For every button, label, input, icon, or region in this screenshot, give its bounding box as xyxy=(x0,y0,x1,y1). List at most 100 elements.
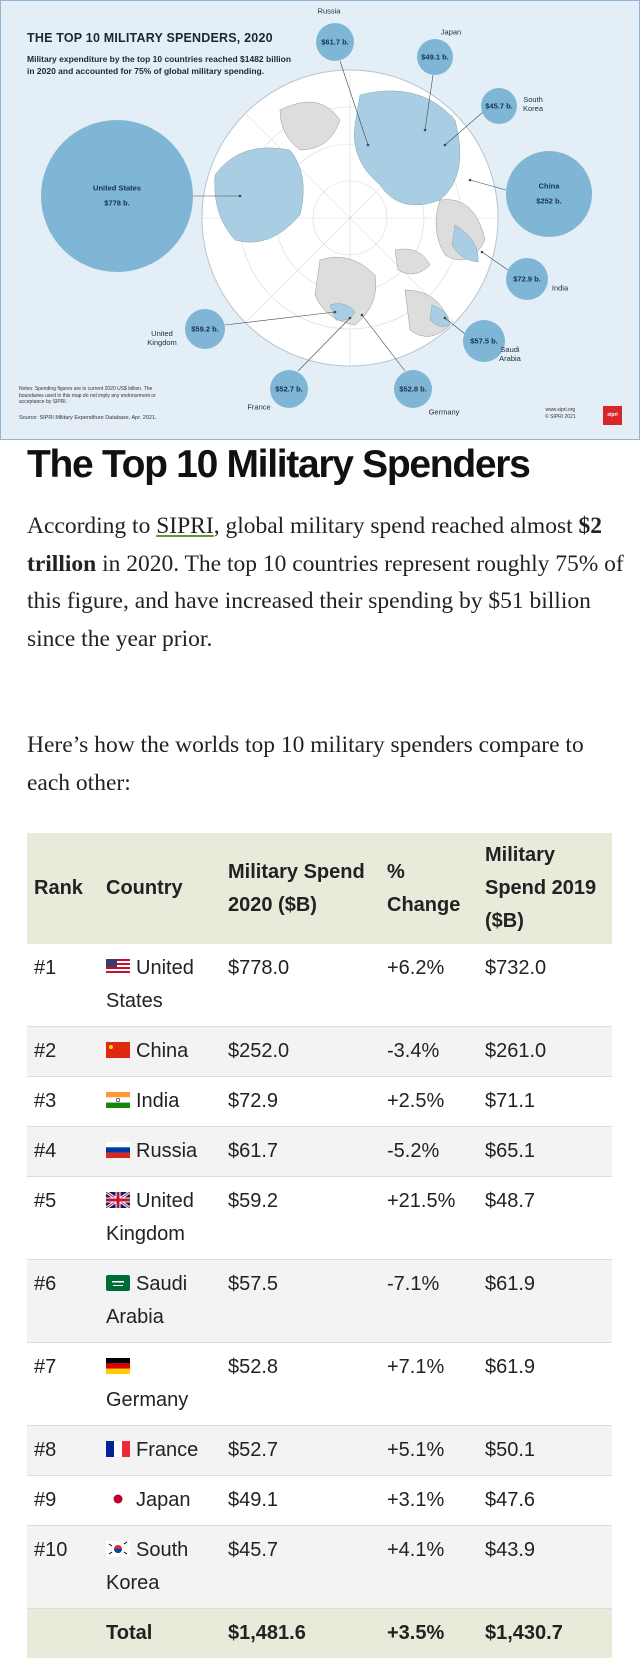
bubble xyxy=(506,151,592,237)
table-cell: United States xyxy=(99,944,221,1027)
bubble xyxy=(185,309,225,349)
table-cell: -3.4% xyxy=(380,1026,478,1077)
table-cell: +6.2% xyxy=(380,944,478,1027)
table-cell: #8 xyxy=(27,1425,99,1476)
paragraph: Here’s how the worlds top 10 military sp… xyxy=(27,732,584,796)
table-cell: +21.5% xyxy=(380,1176,478,1260)
column-header: Military Spend 2020 ($B) xyxy=(221,833,380,944)
bubble-value: $778 b. xyxy=(104,198,130,208)
table-cell: China xyxy=(99,1026,221,1077)
leader-line xyxy=(424,74,434,131)
bubble-value: $72.9 b. xyxy=(513,274,541,284)
table-cell: $47.6 xyxy=(478,1475,612,1526)
infographic-title: THE TOP 10 MILITARY SPENDERS, 2020 xyxy=(27,31,273,45)
text: , global military spend reached almost xyxy=(213,513,579,539)
globe xyxy=(201,69,499,367)
table-cell: United Kingdom xyxy=(99,1176,221,1260)
table-cell: #2 xyxy=(27,1026,99,1077)
table-cell: +5.1% xyxy=(380,1425,478,1476)
link[interactable]: SIPRI xyxy=(156,513,214,539)
table-cell: $261.0 xyxy=(478,1026,612,1077)
table-cell: $61.9 xyxy=(478,1342,612,1426)
table-cell: $732.0 xyxy=(478,944,612,1027)
flag-icon xyxy=(106,1275,130,1291)
leader-dot xyxy=(366,143,370,147)
total-value: $1,430.7 xyxy=(478,1608,612,1658)
flag-icon xyxy=(106,1092,130,1108)
table-cell: France xyxy=(99,1425,221,1476)
total-row: Total $1,481.6 +3.5% $1,430.7 xyxy=(27,1608,612,1658)
data-table: Rank Country Military Spend 2020 ($B)% Cha… xyxy=(27,833,612,1658)
table-row: #9 Japan $49.1 +3.1% $47.6 xyxy=(27,1475,612,1526)
table-cell: $52.8 xyxy=(221,1342,380,1426)
bubble-value: $52.8 b. xyxy=(399,384,427,394)
table-row: #5 United Kingdom $59.2 +21.5% $48.7 xyxy=(27,1176,612,1260)
country-name: Germany xyxy=(106,1389,189,1411)
bubble-value: $61.7 b. xyxy=(321,37,349,47)
leader-line xyxy=(481,251,509,271)
table-row: #1 United States $778.0 +6.2% $732.0 xyxy=(27,944,612,1027)
bubble-country: Japan xyxy=(440,27,462,37)
table-cell: $43.9 xyxy=(478,1525,612,1609)
table-cell: $65.1 xyxy=(478,1126,612,1177)
table-cell: Saudi Arabia xyxy=(99,1259,221,1343)
article-heading: The Top 10 Military Spenders xyxy=(27,443,531,486)
table-cell: -5.2% xyxy=(380,1126,478,1177)
infographic-subtitle: Military expenditure by the top 10 count… xyxy=(27,54,292,76)
country-name: China xyxy=(136,1040,189,1062)
country-name: Japan xyxy=(136,1489,191,1511)
bubble-value: $252 b. xyxy=(536,196,562,206)
country-name: United States xyxy=(106,957,194,1012)
leader-dot xyxy=(468,178,472,182)
bubble xyxy=(481,88,517,124)
leader-dot xyxy=(443,316,447,320)
country-name: Saudi Arabia xyxy=(106,1273,188,1328)
table-cell: #3 xyxy=(27,1076,99,1127)
bubble-country: Russia xyxy=(317,6,341,16)
table-cell: $45.7 xyxy=(221,1525,380,1609)
bubble xyxy=(394,370,432,408)
leader-dot xyxy=(480,250,484,254)
leader-dot xyxy=(423,128,427,132)
table-row: #6 Saudi Arabia $57.5 -7.1% $61.9 xyxy=(27,1259,612,1343)
total-value: +3.5% xyxy=(380,1608,478,1658)
flag-icon xyxy=(106,1541,130,1557)
table-cell: $72.9 xyxy=(221,1076,380,1127)
table-cell: +3.1% xyxy=(380,1475,478,1526)
bubble xyxy=(316,23,354,61)
table-cell: Russia xyxy=(99,1126,221,1177)
table-row: #2 China $252.0 -3.4% $261.0 xyxy=(27,1026,612,1077)
website: www.sipri.org xyxy=(545,407,576,413)
leader-line xyxy=(297,317,351,372)
table-cell: South Korea xyxy=(99,1525,221,1609)
bubble-country: South Korea xyxy=(522,95,543,113)
table-cell: +2.5% xyxy=(380,1076,478,1127)
table-cell: $778.0 xyxy=(221,944,380,1027)
table-cell: #9 xyxy=(27,1475,99,1526)
column-header: Rank xyxy=(27,833,99,944)
bubble xyxy=(463,320,505,362)
table-cell: India xyxy=(99,1076,221,1127)
bubble-country: United States xyxy=(93,183,141,193)
flag-icon xyxy=(106,959,130,975)
country-name: Russia xyxy=(136,1140,198,1162)
bold-text: $2 trillion xyxy=(27,513,602,577)
bubble-value: $52.7 b. xyxy=(275,384,303,394)
table-cell: $71.1 xyxy=(478,1076,612,1127)
table-cell: $48.7 xyxy=(478,1176,612,1260)
table-row: #10 South Korea $45.7 +4.1% $43.9 xyxy=(27,1525,612,1609)
table-cell: $61.9 xyxy=(478,1259,612,1343)
column-header: % Change xyxy=(380,833,478,944)
table-cell: $57.5 xyxy=(221,1259,380,1343)
infographic-graphics xyxy=(0,0,640,440)
table-cell: #7 xyxy=(27,1342,99,1426)
leader-line xyxy=(361,314,406,372)
leader-dot xyxy=(238,194,242,198)
table-cell: #1 xyxy=(27,944,99,1027)
leader-line xyxy=(224,311,336,326)
table-cell: $59.2 xyxy=(221,1176,380,1260)
table-cell: #4 xyxy=(27,1126,99,1177)
table-cell: -7.1% xyxy=(380,1259,478,1343)
flag-icon xyxy=(106,1491,130,1507)
table-cell: #6 xyxy=(27,1259,99,1343)
